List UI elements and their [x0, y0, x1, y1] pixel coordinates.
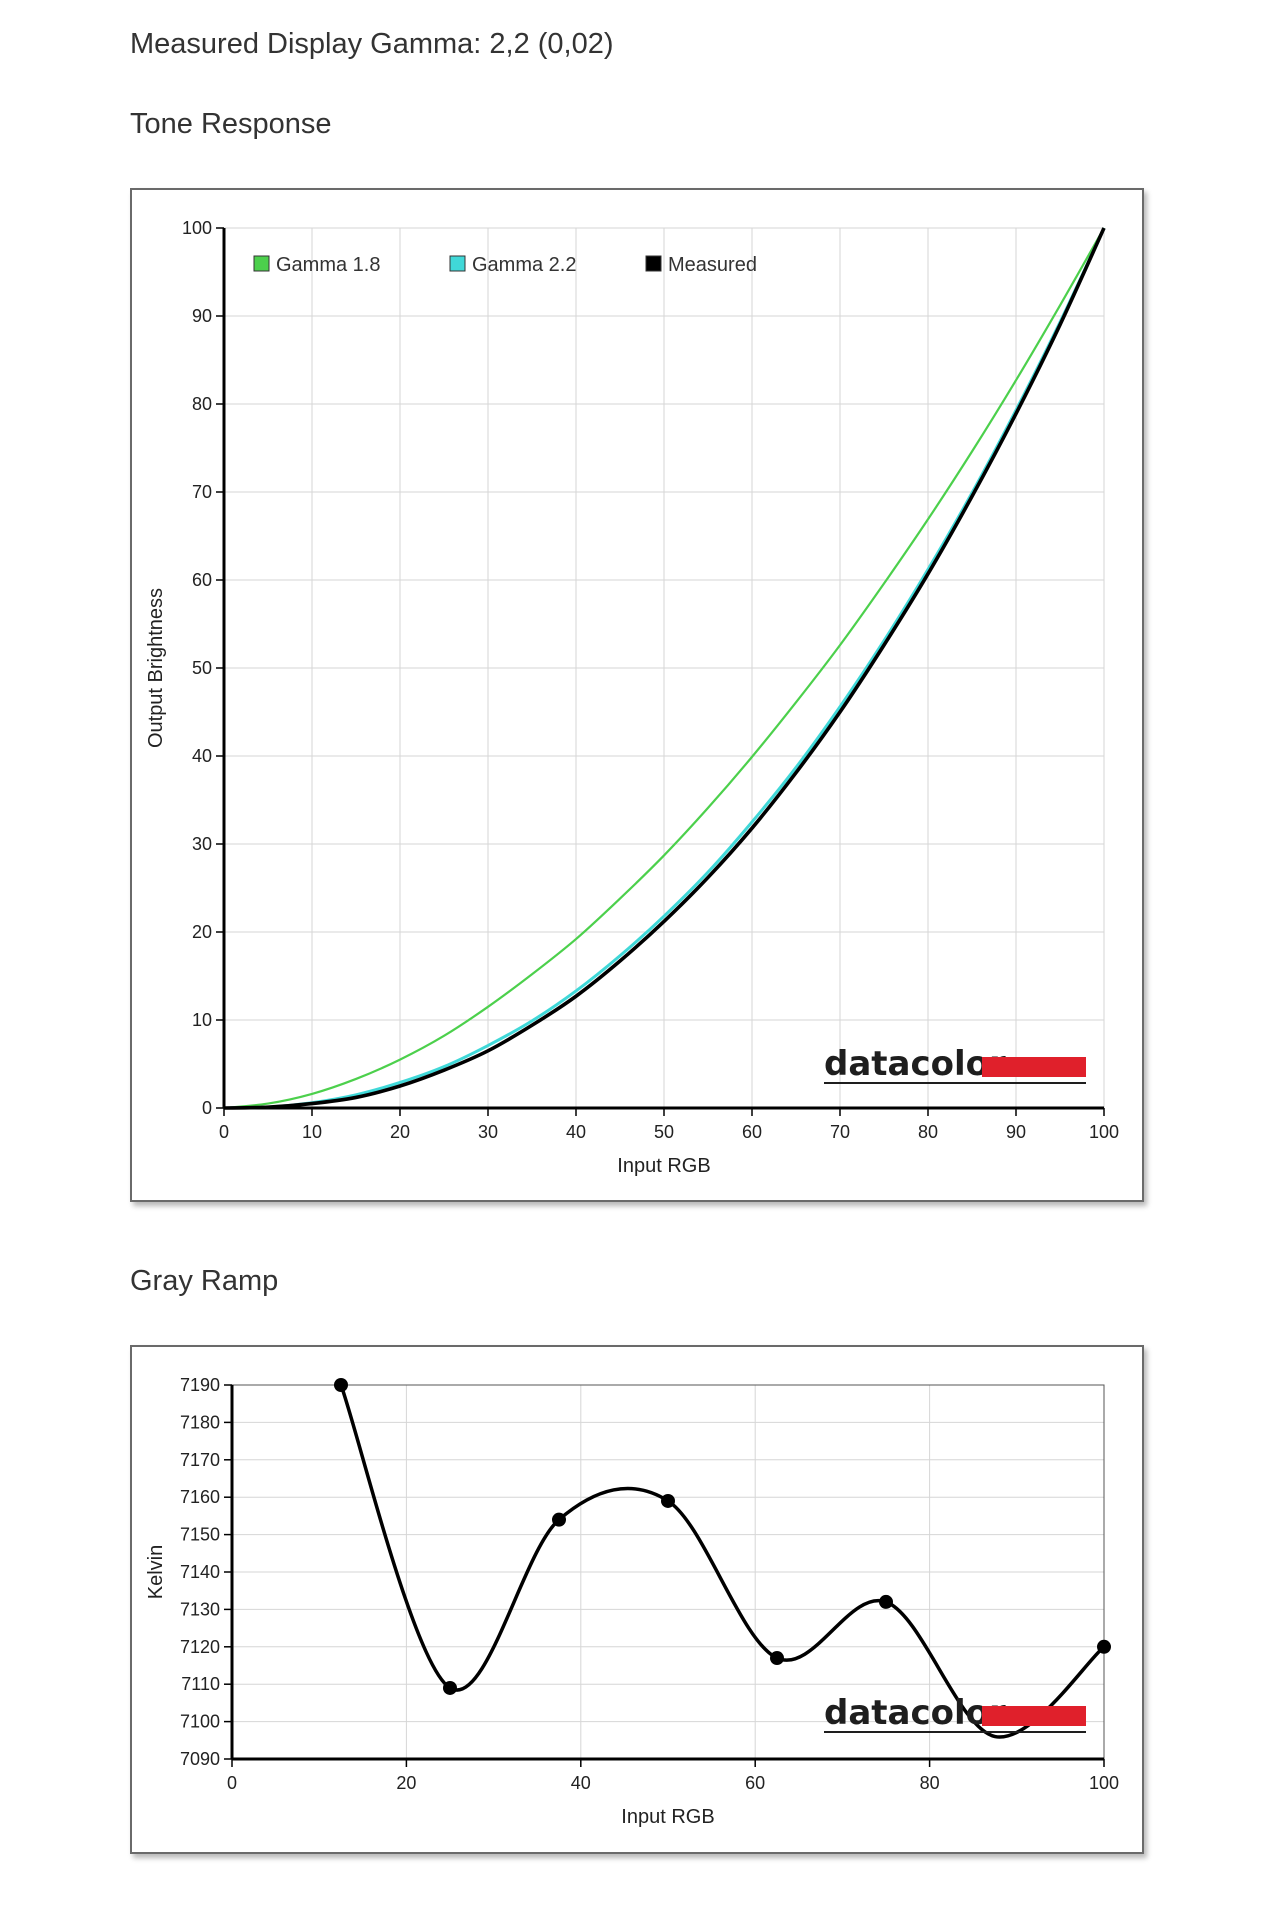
tone-y-axis-label: Output Brightness	[145, 588, 167, 748]
gray-data-point	[879, 1594, 893, 1609]
gray-ramp-chart-panel: 7090 7100 7110 7120 7130 7140 7150 7160 7170 7180…	[130, 1345, 1144, 1854]
gray-y-tick-label: 7130	[180, 1599, 220, 1619]
gray-x-tick-label: 100	[1089, 1773, 1119, 1793]
gray-grid	[231, 1384, 1105, 1760]
gray-x-tick-label: 0	[227, 1773, 237, 1793]
gray-x-axis-label: Input RGB	[621, 1806, 714, 1828]
tone-y-tick-label: 70	[192, 482, 212, 502]
tone-response-heading: Tone Response	[130, 108, 332, 140]
gray-y-axis-label: Kelvin	[145, 1545, 167, 1599]
tone-legend: Gamma 1.8 Gamma 2.2 Measured	[253, 254, 757, 276]
gray-y-tick-label: 7100	[180, 1712, 220, 1732]
tone-x-tick-label: 10	[302, 1122, 322, 1142]
tone-x-axis-label: Input RGB	[617, 1155, 710, 1177]
tone-x-tick-label: 70	[830, 1122, 850, 1142]
gray-y-tick-label: 7190	[180, 1375, 220, 1395]
gray-x-tick-label: 60	[745, 1773, 765, 1793]
tone-grid	[223, 227, 1105, 1109]
gray-y-tick-label: 7120	[180, 1637, 220, 1657]
datacolor-logo-bar	[982, 1057, 1086, 1077]
tone-x-tick-label: 50	[654, 1122, 674, 1142]
gray-y-tick-label: 7160	[180, 1487, 220, 1507]
tone-x-tick-label: 100	[1089, 1122, 1119, 1142]
tone-x-tick-label: 30	[478, 1122, 498, 1142]
gray-y-tick-label: 7150	[180, 1525, 220, 1545]
tone-y-tick-label: 90	[192, 306, 212, 326]
gray-y-tick-label: 7140	[180, 1562, 220, 1582]
tone-legend-label: Measured	[668, 254, 757, 276]
tone-legend-item: Gamma 1.8	[253, 254, 380, 276]
tone-legend-item: Measured	[645, 254, 757, 276]
tone-series-line-gamma-1-8	[223, 227, 1105, 1110]
tone-y-tick-label: 30	[192, 834, 212, 854]
tone-x-tick-label: 0	[219, 1122, 229, 1142]
tone-y-tick-label: 20	[192, 922, 212, 942]
gray-y-tick-label: 7090	[180, 1749, 220, 1769]
datacolor-logo-underline	[824, 1731, 1086, 1733]
datacolor-logo: datacolor	[824, 1693, 1086, 1733]
tone-legend-label: Gamma 1.8	[276, 254, 380, 276]
datacolor-logo-underline	[824, 1082, 1086, 1084]
tone-legend-swatch	[253, 255, 270, 272]
gray-ramp-chart: 7090 7100 7110 7120 7130 7140 7150 7160 7170 7180…	[145, 1375, 1119, 1828]
gray-x-tick-label: 20	[396, 1773, 416, 1793]
gray-data-point	[334, 1378, 348, 1392]
gray-data-point	[443, 1680, 457, 1695]
gray-x-tick-label: 40	[571, 1773, 591, 1793]
measured-gamma-title: Measured Display Gamma: 2,2 (0,02)	[130, 28, 614, 60]
datacolor-logo-text: datacolor	[824, 1044, 1006, 1084]
tone-legend-item: Gamma 2.2	[449, 254, 576, 276]
tone-x-tick-label: 90	[1006, 1122, 1026, 1142]
tone-x-tick-label: 80	[918, 1122, 938, 1142]
tone-legend-swatch	[449, 255, 466, 272]
tone-legend-swatch	[645, 255, 662, 272]
datacolor-logo-text: datacolor	[824, 1693, 1006, 1733]
tone-response-chart-panel: 0 10 20 30 40 50 60 70 80 90 100 0 10 20 30 40 50 60 70 80 9…	[130, 188, 1144, 1202]
tone-y-tick-label: 40	[192, 746, 212, 766]
datacolor-logo: datacolor	[824, 1044, 1086, 1084]
gray-data-point	[770, 1651, 784, 1666]
tone-x-tick-label: 40	[566, 1122, 586, 1142]
tone-y-tick-label: 10	[192, 1010, 212, 1030]
gray-data-point	[661, 1493, 675, 1508]
tone-x-tick-label: 60	[742, 1122, 762, 1142]
gray-y-tick-label: 7180	[180, 1412, 220, 1432]
tone-y-tick-label: 80	[192, 394, 212, 414]
gray-x-tick-label: 80	[920, 1773, 940, 1793]
gray-ramp-heading: Gray Ramp	[130, 1265, 279, 1297]
tone-y-tick-label: 0	[202, 1098, 212, 1118]
tone-y-tick-label: 60	[192, 570, 212, 590]
gray-data-point	[552, 1512, 566, 1527]
datacolor-logo-bar	[982, 1706, 1086, 1726]
tone-legend-label: Gamma 2.2	[472, 254, 576, 276]
gray-y-tick-label: 7110	[181, 1674, 220, 1694]
tone-y-tick-label: 50	[192, 658, 212, 678]
tone-x-tick-label: 20	[390, 1122, 410, 1142]
tone-series-line-measured	[223, 227, 1106, 1110]
gray-data-point	[1097, 1639, 1111, 1654]
gray-y-tick-label: 7170	[180, 1450, 220, 1470]
tone-y-tick-label: 100	[182, 218, 212, 238]
tone-response-chart: 0 10 20 30 40 50 60 70 80 90 100 0 10 20 30 40 50 60 70 80 9…	[145, 218, 1119, 1177]
